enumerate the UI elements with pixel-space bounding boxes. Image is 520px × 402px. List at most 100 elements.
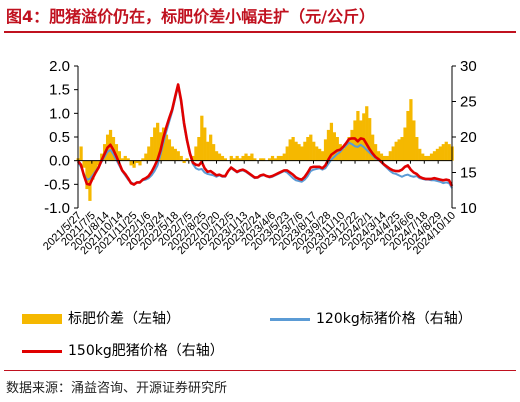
legend-label-150kg: 150kg肥猪价格（右轴） bbox=[68, 343, 224, 359]
spread-bar bbox=[306, 137, 310, 161]
spread-bar bbox=[329, 122, 334, 161]
spread-bar bbox=[323, 139, 328, 161]
spread-bar bbox=[303, 141, 307, 161]
spread-bar bbox=[391, 146, 395, 161]
left-tick-label: 1.5 bbox=[49, 82, 70, 99]
left-tick-label: -1.0 bbox=[44, 200, 70, 217]
legend-item-120kg: 120kg标猪价格（右轴） bbox=[270, 308, 472, 328]
spread-bar bbox=[126, 158, 130, 161]
spread-bar bbox=[432, 151, 437, 161]
title-rule bbox=[4, 31, 516, 33]
spread-bar bbox=[379, 153, 384, 161]
spread-bar bbox=[415, 137, 419, 161]
right-tick-label: 10 bbox=[460, 200, 477, 217]
legend-swatch-blue bbox=[270, 317, 310, 321]
spread-bar bbox=[424, 155, 428, 161]
spread-bar bbox=[138, 160, 142, 166]
spread-bar bbox=[229, 155, 233, 161]
spread-bar bbox=[359, 120, 363, 161]
spread-bar bbox=[217, 153, 222, 161]
source-note: 数据来源：涌益咨询、开源证券研究所 bbox=[6, 381, 228, 396]
spread-bar bbox=[344, 144, 348, 161]
chart-title: 图4：肥猪溢价仍在，标肥价差小幅走扩（元/公斤） bbox=[6, 7, 375, 26]
spread-bar bbox=[447, 144, 451, 161]
spread-bar bbox=[318, 148, 322, 161]
spread-bar bbox=[285, 146, 289, 161]
spread-bar bbox=[368, 118, 372, 161]
spread-bar bbox=[232, 158, 236, 161]
spread-bar bbox=[385, 155, 389, 161]
spread-bar bbox=[91, 160, 95, 180]
spread-bar bbox=[270, 155, 275, 161]
spread-bar bbox=[300, 146, 304, 161]
spread-bar bbox=[435, 148, 440, 161]
spread-bar bbox=[341, 148, 345, 161]
spread-bar bbox=[297, 144, 301, 161]
spread-bar bbox=[135, 160, 139, 164]
series-line-150kg bbox=[76, 83, 454, 187]
legend-item-spread: 标肥价差（左轴） bbox=[22, 308, 180, 328]
spread-bar bbox=[191, 155, 195, 161]
right-tick-label: 15 bbox=[460, 165, 477, 182]
spread-bar bbox=[247, 155, 251, 161]
spread-bar bbox=[282, 153, 286, 161]
spread-bar bbox=[276, 155, 281, 161]
spread-bar bbox=[88, 160, 92, 201]
spread-bar bbox=[438, 146, 442, 161]
spread-bar bbox=[182, 160, 186, 164]
spread-bar bbox=[320, 151, 325, 161]
chart: -1.0-0.50.00.51.01.52.010152025302021/5/… bbox=[41, 58, 477, 257]
left-tick-label: 0.5 bbox=[49, 129, 70, 146]
left-tick-label: 0.0 bbox=[49, 153, 70, 170]
left-tick-label: 2.0 bbox=[49, 58, 70, 75]
source-rule bbox=[4, 370, 516, 371]
spread-bar bbox=[250, 153, 254, 161]
right-tick-label: 30 bbox=[460, 58, 477, 75]
spread-bar bbox=[79, 146, 83, 161]
spread-bar bbox=[356, 110, 360, 161]
legend-label-120kg: 120kg标猪价格（右轴） bbox=[316, 311, 472, 327]
spread-bar bbox=[238, 158, 242, 161]
spread-bar bbox=[206, 141, 210, 161]
spread-bar bbox=[153, 127, 157, 161]
spread-bar bbox=[326, 129, 331, 161]
spread-bar bbox=[259, 158, 263, 161]
legend-item-150kg: 150kg肥猪价格（右轴） bbox=[22, 340, 224, 360]
spread-bar bbox=[312, 141, 316, 161]
spread-bar bbox=[241, 155, 245, 161]
spread-bar bbox=[353, 120, 357, 161]
spread-bar bbox=[394, 141, 398, 161]
spread-bar bbox=[200, 115, 204, 161]
spread-bar bbox=[294, 141, 298, 161]
left-tick-label: 1.0 bbox=[49, 105, 70, 122]
spread-bar bbox=[147, 146, 151, 161]
spread-bar bbox=[129, 160, 133, 166]
spread-bar bbox=[197, 137, 201, 161]
legend-swatch-red bbox=[22, 349, 62, 353]
right-tick-label: 20 bbox=[460, 129, 477, 146]
spread-bar bbox=[85, 160, 89, 190]
spread-bar bbox=[120, 158, 124, 161]
left-tick-label: -0.5 bbox=[44, 176, 70, 193]
spread-bar bbox=[273, 158, 278, 161]
spread-bar bbox=[123, 155, 127, 161]
spread-bar bbox=[315, 146, 319, 161]
spread-bar bbox=[94, 160, 98, 173]
spread-bar bbox=[203, 127, 207, 161]
spread-bar bbox=[156, 122, 160, 161]
spread-bar bbox=[267, 158, 272, 161]
spread-bar bbox=[114, 144, 119, 161]
spread-bar bbox=[421, 153, 425, 161]
spread-bar bbox=[173, 148, 177, 161]
spread-bar bbox=[185, 158, 189, 161]
spread-bar bbox=[164, 134, 169, 161]
spread-bar bbox=[288, 139, 292, 161]
spread-bar bbox=[388, 151, 392, 161]
spread-bar bbox=[409, 99, 413, 161]
spread-bar bbox=[418, 148, 422, 161]
spread-bar bbox=[376, 151, 381, 161]
spread-bar bbox=[412, 120, 416, 161]
spread-bar bbox=[426, 155, 431, 161]
spread-bar bbox=[97, 160, 101, 166]
spread-bar bbox=[309, 134, 313, 161]
